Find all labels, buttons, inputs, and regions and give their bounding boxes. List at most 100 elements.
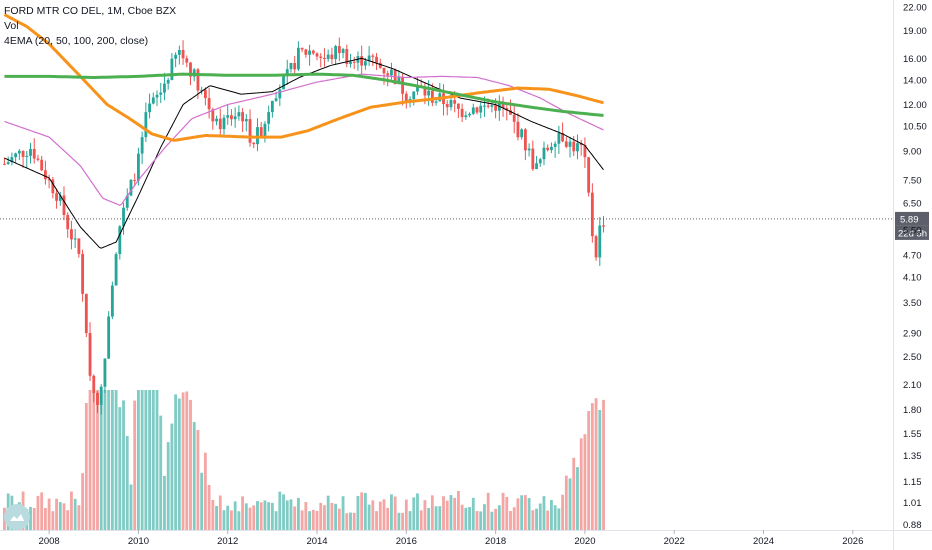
candle-body [226,115,230,118]
candle-body [341,49,345,54]
volume-bar [170,423,174,530]
y-tick-label: 19.00 [903,26,927,37]
y-tick-label: 4.10 [903,273,922,284]
candle-body [434,101,438,103]
candle-body [40,159,44,171]
candle-body [367,55,371,62]
candle-body [66,214,70,230]
candle-body [453,100,457,104]
candle-body [267,112,271,124]
ema-line-ema100 [3,13,604,142]
ema-legend[interactable]: 4EMA (20, 50, 100, 200, close) [4,35,149,47]
candle-body [84,293,88,333]
candle-body [523,129,527,151]
x-tick-label: 2016 [396,536,417,547]
candle-body [29,148,32,156]
volume-bar [568,478,572,530]
volume-legend[interactable]: Vol [4,20,19,32]
volume-bar [278,491,282,530]
volume-bar [546,510,550,530]
y-tick-label: 1.01 [903,498,922,509]
volume-bar [118,407,122,530]
candle-body [323,57,326,59]
candle-body [32,148,36,159]
volume-bar [308,511,311,530]
volume-bar [501,492,505,530]
candle-body [170,58,174,80]
volume-bar [516,498,520,530]
volume-bar [527,498,531,530]
symbol-title[interactable]: FORD MTR CO DEL, 1M, Cboe BZX [4,5,177,17]
candle-body [486,105,490,107]
candle-body [155,94,159,98]
tradingview-cloud-icon[interactable] [4,504,30,530]
volume-bar [319,502,323,530]
candle-body [334,46,338,60]
candle-body [237,112,241,117]
candle-body [412,91,416,100]
volume-bar [241,496,245,530]
candle-body [464,115,468,118]
candle-body [263,123,267,137]
candle-body [564,141,568,147]
volume-bar [375,511,378,530]
countdown-tag-value: 22d 5h [898,228,927,239]
candle-body [572,141,576,152]
candle-body [43,170,47,180]
volume-bar [207,484,211,530]
price-tag-value: 5.89 [900,214,919,225]
volume-bar [285,500,289,530]
candle-body [401,77,405,94]
x-tick-label: 2012 [217,536,238,547]
volume-bar [356,496,360,530]
candle-body [77,238,81,254]
candle-body [51,179,55,194]
candle-body [25,155,29,157]
candle-body [404,93,408,103]
candle-body [300,47,304,50]
volume-bar [62,503,66,530]
y-tick-label: 2.50 [903,352,922,363]
candle-body [233,116,237,120]
volume-bar [81,473,85,530]
volume-bar [386,507,390,530]
candle-body [133,179,137,181]
y-tick-label: 1.35 [903,451,922,462]
candle-body [36,158,40,160]
candle-body [375,56,378,63]
candle-body [285,69,289,77]
candle-body [244,119,248,122]
candle-body [248,119,252,143]
volume-bar [464,507,468,530]
candle-body [527,148,531,151]
volume-bar [110,390,114,530]
volume-bar [189,399,192,530]
volume-bar [590,403,594,530]
volume-bar [323,505,326,530]
volume-bar [561,494,565,530]
volume-bar [256,501,259,530]
volume-bar [192,422,196,530]
volume-bar [166,442,170,530]
x-tick-label: 2018 [485,536,506,547]
volume-bar [155,390,159,530]
volume-bar [479,511,483,530]
volume-bar [159,415,163,530]
candle-body [282,76,285,90]
candle-body [92,375,96,393]
volume-bar [419,510,423,530]
candle-body [21,150,25,157]
volume-bar [270,502,274,530]
x-tick-label: 2026 [842,536,863,547]
candle-body [181,49,185,59]
volume-bar [378,501,382,530]
volume-bar [404,499,408,530]
volume-bar [282,494,285,530]
candle-body [416,86,419,92]
volume-bar [196,429,200,530]
volume-bar [442,496,445,530]
volume-bar [430,495,434,530]
candle-body [430,90,434,103]
